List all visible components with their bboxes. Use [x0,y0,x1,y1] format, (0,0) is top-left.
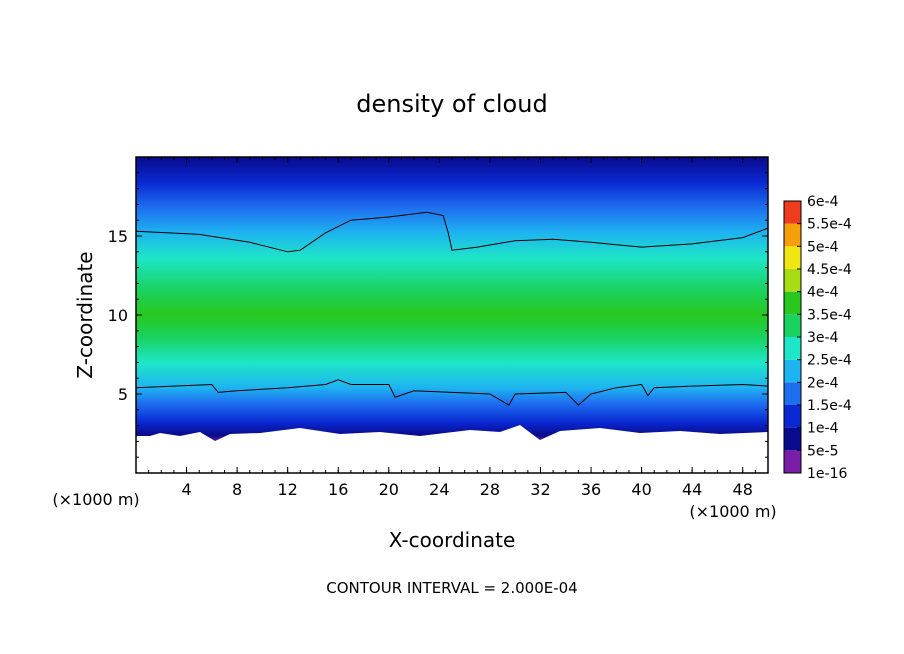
x-tick-label: 40 [631,480,651,499]
chart-title: density of cloud [356,90,547,118]
contour-interval-note: CONTOUR INTERVAL = 2.000E-04 [326,579,577,597]
colorbar-swatch [784,359,801,383]
y-tick-label: 10 [108,306,128,325]
colorbar-swatch [784,405,801,428]
x-unit-label-left: (×1000 m) [52,490,139,509]
ground-mask [136,425,768,473]
colorbar-label: 5e-4 [807,239,839,255]
y-tick-label: 15 [108,227,128,246]
colorbar-label: 2.5e-4 [807,353,852,369]
colorbar-legend: 1e-16 5e-5 1e-4 1.5e-4 2e-4 2.5e-4 3e-4 3.5e-4 4… [783,194,852,482]
x-tick-label: 8 [232,480,242,499]
x-tick-label: 32 [530,480,550,499]
x-tick-label: 48 [733,480,753,499]
colorbar-label: 3e-4 [807,330,839,346]
x-tick-label: 20 [379,480,399,499]
colorbar-label: 2e-4 [807,375,839,391]
x-axis-ticks: 4 8 12 16 20 24 28 32 36 40 44 48 [148,157,756,499]
colorbar-swatch [784,337,801,360]
colorbar-swatch [784,291,801,315]
colorbar-swatch [784,314,801,337]
colorbar-label: 5e-5 [807,443,838,459]
x-tick-label: 24 [429,480,449,499]
x-tick-label: 12 [278,480,298,499]
colorbar-label: 5.5e-4 [807,217,852,233]
colorbar-label: 6e-4 [807,194,839,210]
colorbar-swatch [784,223,801,247]
x-tick-label: 36 [581,480,601,499]
y-axis-ticks: 5 10 15 [108,172,768,458]
colorbar-swatch [784,201,801,224]
colorbar-label: 3.5e-4 [807,307,852,323]
x-axis-label: X-coordinate [389,528,516,552]
y-tick-label: 5 [118,385,128,404]
colorbar-label: 1e-4 [807,421,839,437]
x-tick-label: 16 [328,480,348,499]
colorbar-swatch [784,427,801,451]
x-unit-label-right: (×1000 m) [689,502,776,521]
colorbar-label: 4.5e-4 [807,262,852,278]
colorbar-label: 4e-4 [807,285,839,301]
colorbar-swatch [784,382,801,405]
x-tick-label: 4 [181,480,191,499]
density-field [136,157,768,473]
x-tick-label: 44 [682,480,702,499]
colorbar-swatch [784,269,801,292]
contour-line-lower [136,379,768,406]
contour-line-upper [136,211,768,253]
y-axis-label: Z-coordinate [73,251,97,378]
colorbar-label: 1.5e-4 [807,398,852,414]
x-tick-label: 28 [480,480,500,499]
colorbar-label: 1e-16 [807,466,847,482]
colorbar-swatch [784,246,801,269]
colorbar-swatch [784,450,801,473]
